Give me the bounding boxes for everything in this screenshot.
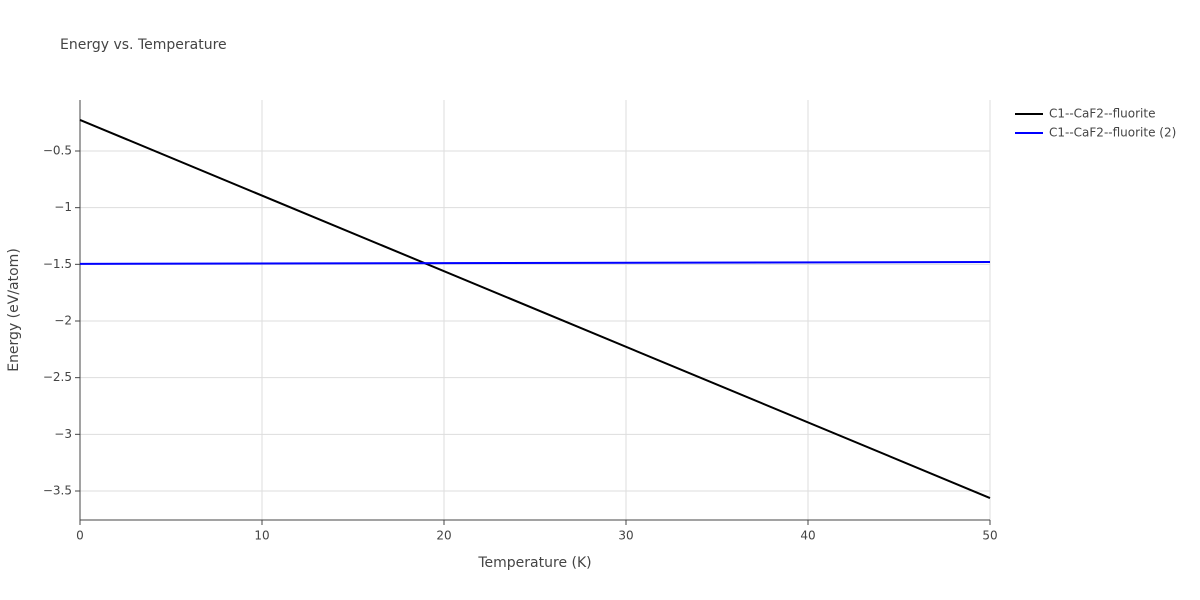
y-tick-label: −2	[54, 313, 72, 327]
y-tick-label: −3	[54, 427, 72, 441]
line	[79, 261, 991, 265]
y-tick-label: −1	[54, 200, 72, 214]
legend-label: C1--CaF2--fluorite (2)	[1049, 126, 1176, 140]
line	[79, 119, 991, 499]
y-tick-label: −3.5	[43, 483, 72, 497]
y-axis-title: Energy (eV/atom)	[6, 248, 22, 372]
x-tick-label: 10	[254, 529, 269, 543]
y-tick-label: −2.5	[43, 370, 72, 384]
x-tick-label: 0	[76, 529, 84, 543]
x-tick-label: 50	[982, 529, 997, 543]
x-axis-title: Temperature (K)	[477, 555, 591, 571]
x-tick-label: 40	[800, 529, 815, 543]
x-tick-label: 30	[618, 529, 633, 543]
chart-title: Energy vs. Temperature	[60, 37, 227, 53]
y-tick-label: −1.5	[43, 257, 72, 271]
y-tick-label: −0.5	[43, 143, 72, 157]
x-tick-label: 20	[436, 529, 451, 543]
legend-label: C1--CaF2--fluorite	[1049, 107, 1155, 121]
